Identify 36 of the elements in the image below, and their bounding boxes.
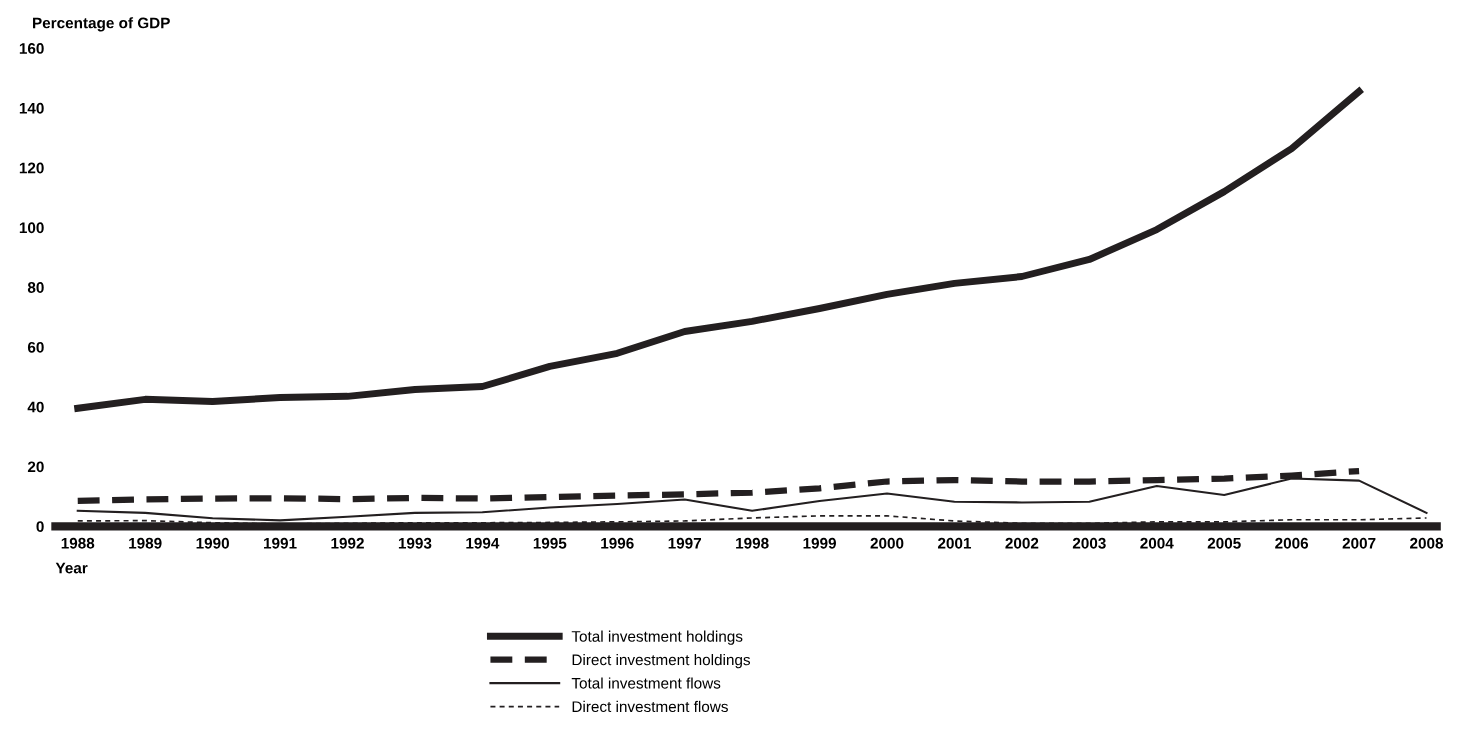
x-tick-label: 1995 [533,537,567,549]
x-tick-label: 2002 [1005,537,1039,549]
x-tick-label: 1988 [61,537,95,549]
y-tick-label: 40 [27,401,44,413]
y-tick-label: 20 [27,461,44,473]
y-axis-title: Percentage of GDP [33,17,170,32]
y-tick-label: 100 [19,222,44,234]
x-tick-label: 1999 [803,537,836,549]
legend-label: Total investment holdings [571,630,743,645]
legend-label: Direct investment flows [572,700,728,713]
x-tick-label: 1996 [601,537,634,549]
x-tick-label: 2007 [1342,537,1376,549]
y-tick-label: 80 [27,282,44,293]
x-tick-label: 1998 [736,537,769,549]
y-tick-label: 140 [19,102,44,114]
x-axis-title: Year [55,562,88,574]
x-tick-label: 1997 [668,537,702,549]
x-tick-label: 2006 [1275,537,1309,549]
legend-label: Total investment flows [571,677,721,689]
x-tick-label: 2003 [1072,537,1106,549]
x-tick-label: 1992 [331,537,364,549]
y-tick-label: 120 [19,162,44,174]
y-tick-label: 60 [27,341,44,353]
legend-label: Direct investment holdings [572,654,751,669]
x-tick-label: 1991 [264,537,297,549]
x-tick-label: 1994 [466,537,500,549]
x-tick-label: 2005 [1207,537,1241,549]
x-tick-label: 1990 [196,537,229,549]
x-tick-label: 2008 [1410,537,1444,549]
x-tick-label: 2001 [937,537,972,549]
x-tick-label: 1993 [398,537,432,549]
x-tick-label: 1989 [129,537,162,549]
y-tick-label: 160 [19,43,44,54]
x-tick-label: 2000 [870,537,904,549]
x-tick-label: 2004 [1140,537,1174,549]
y-tick-label: 0 [36,521,44,533]
